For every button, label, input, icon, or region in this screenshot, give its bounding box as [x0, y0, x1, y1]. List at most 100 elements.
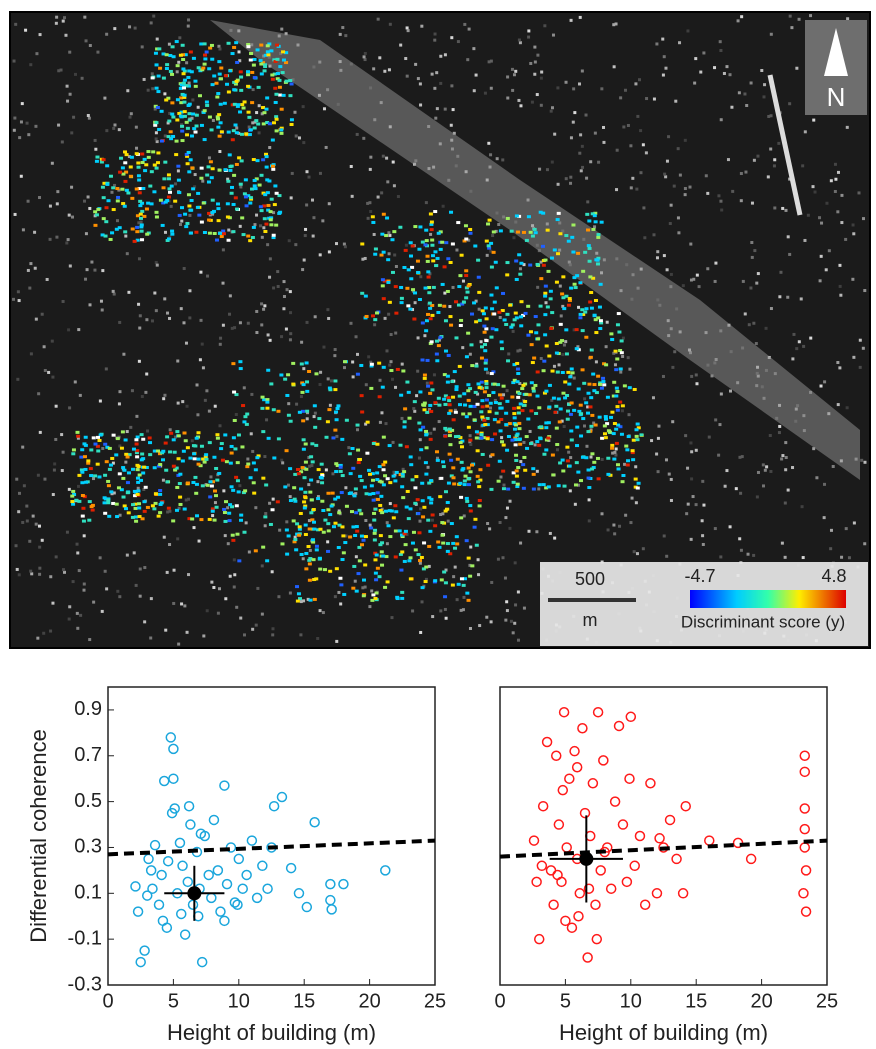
speckle: [452, 108, 455, 111]
pixel: [164, 442, 168, 445]
pixel: [256, 48, 260, 51]
speckle: [344, 245, 347, 248]
speckle: [427, 466, 430, 469]
pixel: [120, 188, 124, 191]
pixel: [241, 404, 245, 407]
pixel: [459, 441, 463, 444]
pixel: [204, 453, 208, 456]
pixel: [189, 232, 193, 235]
pixel: [394, 285, 398, 288]
pixel: [374, 597, 378, 600]
speckle: [699, 71, 702, 74]
speckle: [823, 483, 826, 486]
pixel: [505, 273, 509, 276]
pixel: [155, 63, 159, 66]
pixel: [223, 520, 227, 523]
speckle: [289, 332, 292, 335]
speckle: [314, 412, 317, 415]
pixel: [165, 53, 169, 56]
speckle: [756, 495, 759, 498]
speckle: [308, 176, 311, 179]
x-tick-label: 5: [168, 990, 179, 1012]
speckle: [669, 222, 672, 225]
pixel: [603, 432, 607, 435]
pixel: [275, 44, 279, 47]
pixel: [561, 392, 565, 395]
pixel: [381, 386, 385, 389]
pixel: [290, 123, 294, 126]
pixel: [193, 476, 197, 479]
pixel: [333, 522, 337, 525]
pixel: [372, 512, 376, 515]
pixel: [529, 330, 533, 333]
pixel: [534, 231, 538, 234]
pixel: [557, 212, 561, 215]
pixel: [137, 166, 141, 169]
pixel: [587, 392, 591, 395]
pixel: [157, 515, 161, 518]
pixel: [275, 192, 279, 195]
pixel: [233, 419, 237, 422]
speckle: [170, 205, 173, 208]
pixel: [86, 459, 90, 462]
speckle: [536, 470, 539, 473]
speckle: [319, 371, 322, 374]
speckle: [355, 555, 358, 558]
speckle: [839, 285, 842, 288]
pixel: [593, 214, 597, 217]
pixel: [448, 443, 452, 446]
speckle: [540, 71, 543, 74]
pixel: [81, 515, 85, 518]
pixel: [262, 111, 266, 114]
pixel: [449, 459, 453, 462]
pixel: [140, 230, 144, 233]
speckle: [519, 104, 522, 107]
pixel: [142, 466, 146, 469]
pixel: [351, 587, 355, 590]
speckle: [551, 161, 554, 164]
speckle: [339, 33, 342, 36]
speckle: [550, 110, 553, 113]
speckle: [751, 256, 754, 259]
speckle: [773, 164, 776, 167]
pixel: [360, 410, 364, 413]
speckle: [714, 280, 717, 283]
pixel: [394, 312, 398, 315]
pixel: [404, 530, 408, 533]
speckle: [224, 597, 227, 600]
pixel: [122, 496, 126, 499]
pixel: [421, 321, 425, 324]
pixel: [95, 156, 99, 159]
speckle: [769, 148, 772, 151]
pixel: [263, 69, 267, 72]
pixel: [479, 410, 483, 413]
speckle: [365, 383, 368, 386]
pixel: [121, 166, 125, 169]
pixel: [215, 479, 219, 482]
speckle: [212, 119, 215, 122]
pixel: [228, 69, 232, 72]
speckle: [356, 353, 359, 356]
pixel: [516, 380, 520, 383]
pixel: [575, 426, 579, 429]
pixel: [374, 572, 378, 575]
pixel: [171, 45, 175, 48]
speckle: [853, 521, 856, 524]
pixel: [181, 139, 185, 142]
speckle: [417, 336, 420, 339]
speckle: [594, 132, 597, 135]
pixel: [419, 448, 423, 451]
pixel: [514, 454, 518, 457]
pixel: [615, 405, 619, 408]
pixel: [441, 542, 445, 545]
pixel: [409, 455, 413, 458]
pixel: [392, 516, 396, 519]
pixel: [531, 361, 535, 364]
speckle: [606, 321, 609, 324]
speckle: [517, 590, 520, 593]
speckle: [139, 314, 142, 317]
pixel: [400, 301, 404, 304]
speckle: [355, 335, 358, 338]
pixel: [337, 511, 341, 514]
pixel: [404, 249, 408, 252]
